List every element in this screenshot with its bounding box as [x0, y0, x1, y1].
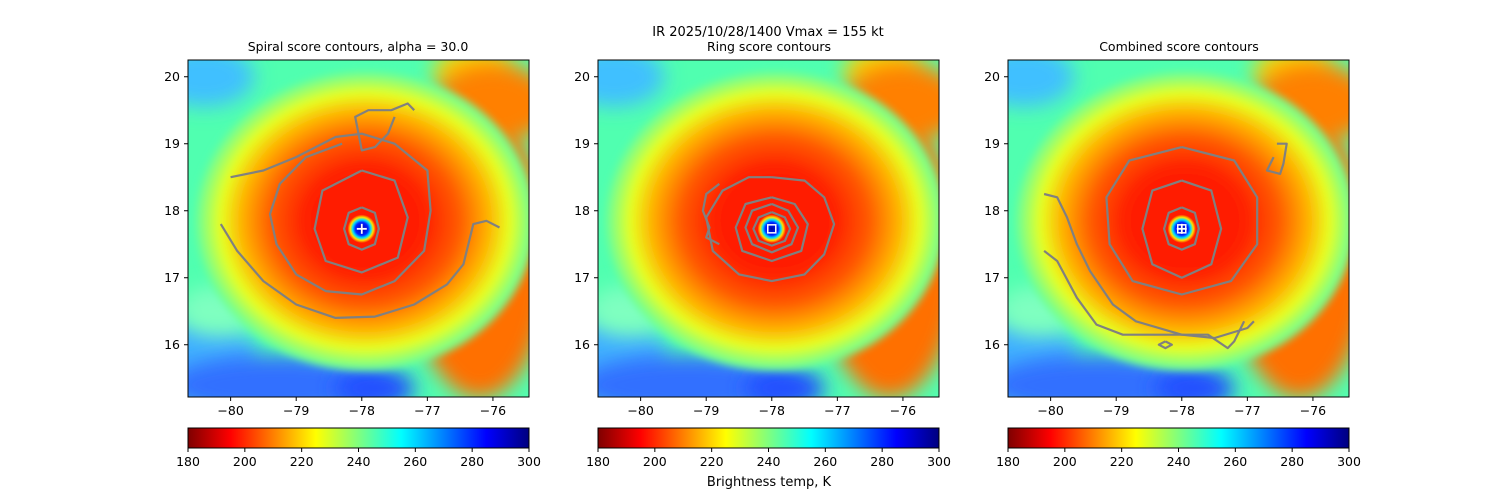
x-tick-label: −76 — [480, 403, 506, 418]
contour-line — [1157, 340, 1173, 350]
colorbar-tick-label: 280 — [1280, 454, 1304, 469]
colorbar-tick-label: 240 — [1167, 454, 1191, 469]
contour-line — [1163, 206, 1200, 251]
colorbar-tick-label: 200 — [643, 454, 667, 469]
colorbar: 180 200 220 240 260 280 300 — [996, 427, 1361, 469]
y-tick-label: 17 — [984, 270, 1000, 285]
colorbar-tick-label: 180 — [176, 454, 200, 469]
storm-center-marker — [1176, 223, 1187, 234]
x-tick-label: −78 — [759, 403, 785, 418]
x-tick-label: −77 — [1234, 403, 1260, 418]
colorbar-tick-label: 180 — [996, 454, 1020, 469]
contour-line — [705, 176, 836, 283]
colorbar-tick-label: 280 — [870, 454, 894, 469]
colorbar-tick-label: 240 — [757, 454, 781, 469]
contour-line — [744, 202, 800, 254]
x-tick-label: −79 — [1103, 403, 1129, 418]
x-tick-label: −80 — [1037, 403, 1063, 418]
contour-line — [343, 206, 380, 251]
storm-center-marker — [356, 223, 367, 234]
contour-line — [313, 169, 409, 274]
y-tick-label: 19 — [574, 136, 590, 151]
panel-title: Ring score contours — [707, 39, 831, 54]
y-tick-label: 16 — [574, 337, 590, 352]
y-tick-label: 17 — [574, 270, 590, 285]
colorbar-tick-label: 200 — [1053, 454, 1077, 469]
figure-suptitle: IR 2025/10/28/1400 Vmax = 155 kt — [652, 25, 883, 40]
x-tick-label: −79 — [283, 403, 309, 418]
spiral-score-panel: Spiral score contours, alpha = 30.0 −80 −… — [164, 39, 541, 469]
colorbar-tick-label: 280 — [460, 454, 484, 469]
panel-title: Combined score contours — [1099, 39, 1259, 54]
ir-brightness-image — [1008, 60, 1349, 397]
y-tick-label: 18 — [984, 203, 1000, 218]
y-tick-label: 19 — [164, 136, 180, 151]
x-tick-label: −78 — [349, 403, 375, 418]
colorbar-tick-label: 220 — [290, 454, 314, 469]
y-tick-label: 20 — [164, 69, 180, 84]
x-tick-label: −80 — [217, 403, 243, 418]
colorbar: 180 200 220 240 260 280 300 — [176, 427, 541, 469]
contour-line — [1043, 250, 1246, 350]
colorbar-tick-label: 220 — [1110, 454, 1134, 469]
colorbar-label: Brightness temp, K — [707, 475, 832, 490]
colorbar: 180 200 220 240 260 280 300 — [586, 427, 951, 469]
colorbar-tick-label: 260 — [403, 454, 427, 469]
panel-title: Spiral score contours, alpha = 30.0 — [248, 39, 469, 54]
axes-frame — [597, 59, 940, 398]
y-tick-label: 20 — [574, 69, 590, 84]
y-tick-label: 19 — [984, 136, 1000, 151]
colorbar-tick-label: 300 — [927, 454, 951, 469]
contour-line — [1105, 146, 1259, 296]
contour-line — [230, 132, 432, 296]
colorbar-tick-label: 300 — [1337, 454, 1361, 469]
axes-frame — [187, 59, 530, 398]
combined-score-panel: Combined score contours −80 −79 −78 −77 −76 1… — [984, 39, 1361, 469]
contour-line — [1265, 142, 1288, 175]
x-tick-label: −77 — [824, 403, 850, 418]
y-tick-label: 20 — [984, 69, 1000, 84]
y-tick-label: 16 — [164, 337, 180, 352]
colorbar-tick-label: 200 — [233, 454, 257, 469]
contour-line — [354, 102, 415, 152]
storm-center-marker — [767, 224, 777, 234]
x-tick-label: −76 — [890, 403, 916, 418]
x-tick-label: −79 — [693, 403, 719, 418]
contour-line — [219, 219, 501, 319]
ring-score-panel: Ring score contours −80 −79 −78 −77 −76 16 17 1… — [574, 39, 951, 469]
y-tick-label: 16 — [984, 337, 1000, 352]
colorbar-tick-label: 180 — [586, 454, 610, 469]
x-tick-label: −80 — [627, 403, 653, 418]
axes-frame — [1007, 59, 1350, 398]
colorbar-tick-label: 220 — [700, 454, 724, 469]
colorbar-tick-label: 260 — [1223, 454, 1247, 469]
y-tick-label: 18 — [574, 203, 590, 218]
colorbar-tick-label: 260 — [813, 454, 837, 469]
contour-line — [734, 196, 809, 263]
y-tick-label: 17 — [164, 270, 180, 285]
contour-line — [1141, 179, 1223, 279]
x-tick-label: −78 — [1169, 403, 1195, 418]
contour-line — [1043, 192, 1255, 340]
colorbar-tick-label: 240 — [347, 454, 371, 469]
x-tick-label: −77 — [414, 403, 440, 418]
x-tick-label: −76 — [1300, 403, 1326, 418]
colorbar-tick-label: 300 — [517, 454, 541, 469]
contour-line — [701, 183, 720, 246]
y-tick-label: 18 — [164, 203, 180, 218]
contour-line — [752, 211, 792, 247]
